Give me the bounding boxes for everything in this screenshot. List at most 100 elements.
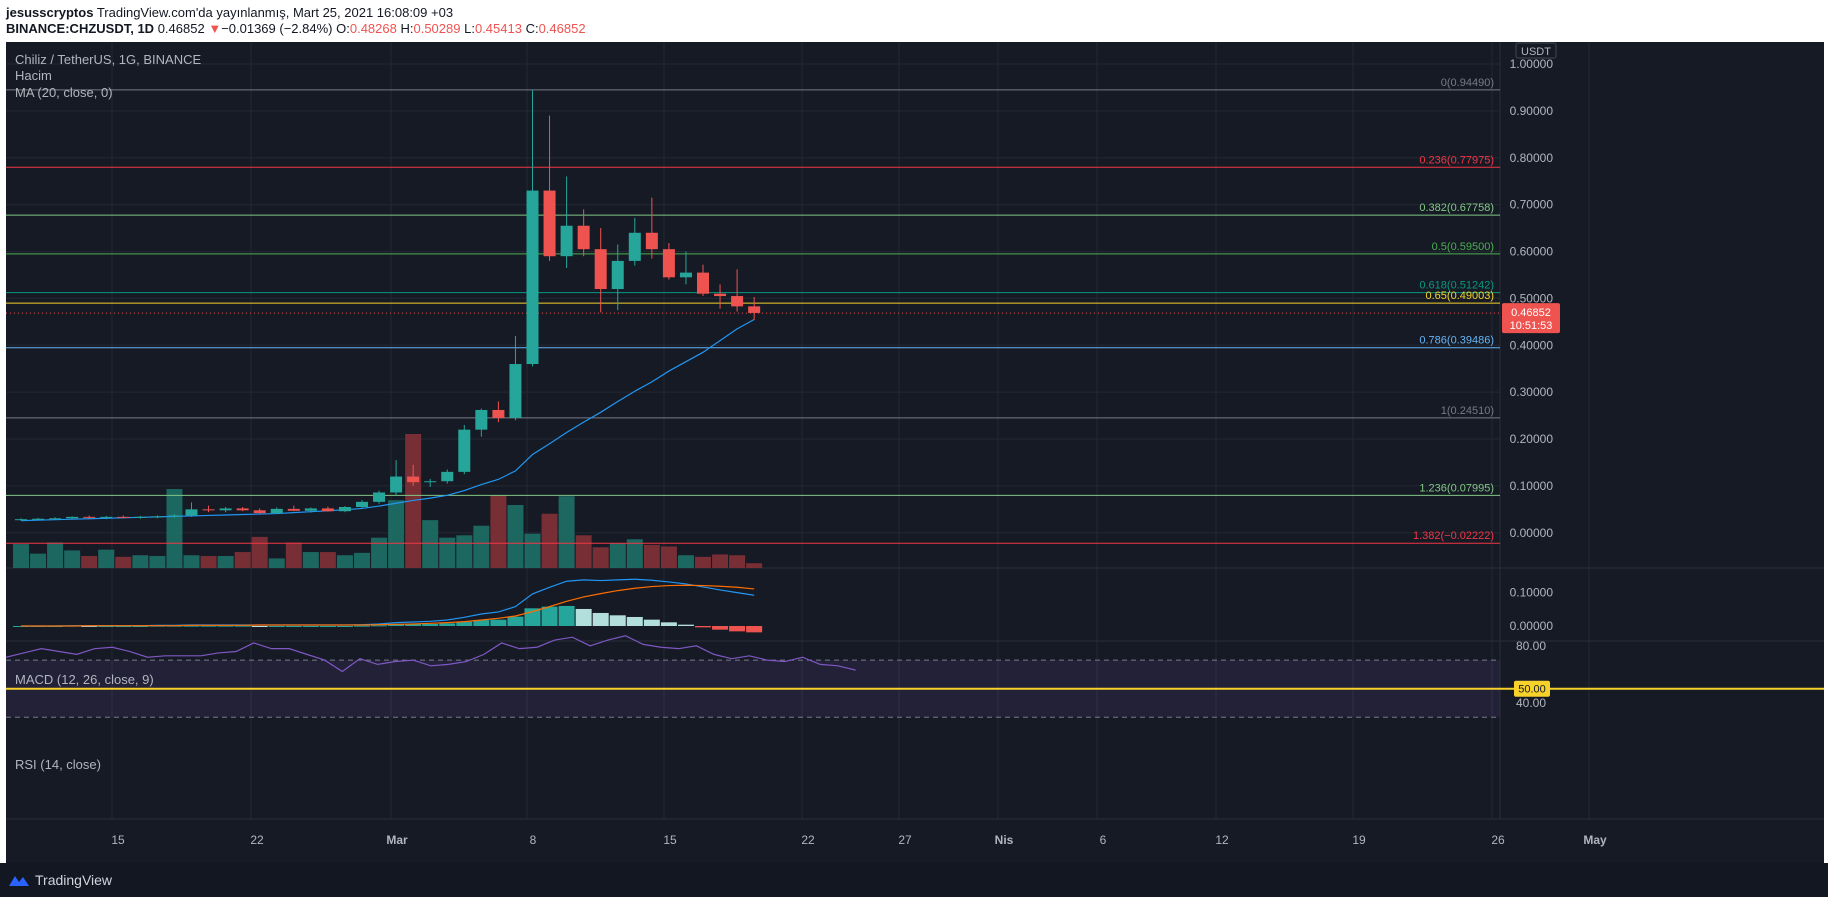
time-axis-label: 22 xyxy=(250,833,264,847)
candle-body xyxy=(321,508,334,512)
volume-bar xyxy=(660,546,677,568)
volume-bar xyxy=(712,554,729,568)
close-label: C: xyxy=(525,21,539,36)
macd-histogram-bar xyxy=(81,626,98,627)
time-axis-label: Nis xyxy=(995,833,1014,847)
publish-info: jesusscryptos TradingView.com'da yayınla… xyxy=(6,5,453,20)
volume-bar xyxy=(217,556,234,568)
macd-histogram-bar xyxy=(200,625,217,627)
volume-legend[interactable]: Hacim xyxy=(15,68,52,83)
ma-legend[interactable]: MA (20, close, 0) xyxy=(15,85,113,100)
volume-bar xyxy=(609,543,626,568)
candle-body xyxy=(49,518,62,520)
candle-body xyxy=(270,508,283,514)
candle-body xyxy=(134,516,147,518)
price-tick-label: 0.60000 xyxy=(1510,245,1554,259)
high-value: 0.50289 xyxy=(413,21,461,36)
fib-level-label: 0.65(0.49003) xyxy=(1426,290,1495,302)
candle-body xyxy=(662,249,675,278)
volume-bar xyxy=(439,537,456,568)
volume-bar xyxy=(507,504,524,568)
macd-histogram-bar xyxy=(132,626,149,627)
candle-body xyxy=(441,471,454,482)
volume-bar xyxy=(371,537,388,568)
macd-histogram-bar xyxy=(746,626,763,633)
macd-signal-line xyxy=(21,584,755,627)
time-axis-label: 8 xyxy=(530,833,537,847)
time-axis-label: 12 xyxy=(1215,833,1229,847)
volume-bar xyxy=(677,555,694,568)
price-tick-label: 0.10000 xyxy=(1510,479,1554,493)
volume-bar xyxy=(47,542,64,568)
macd-histogram-bar xyxy=(422,623,439,626)
candle-body xyxy=(117,516,130,518)
candle-body xyxy=(697,272,709,294)
last-price: 0.46852 xyxy=(157,21,205,36)
candle-body xyxy=(543,190,556,257)
price-tick-label: 0.00000 xyxy=(1510,526,1554,540)
candle-body xyxy=(390,476,403,493)
time-axis-label: 22 xyxy=(801,833,815,847)
rsi-legend[interactable]: RSI (14, close) xyxy=(15,757,101,772)
candle-body xyxy=(253,510,266,514)
time-axis-label: 15 xyxy=(663,833,677,847)
candle-body xyxy=(492,409,505,418)
volume-bar xyxy=(30,553,47,568)
low-label: L: xyxy=(464,21,475,36)
candle-body xyxy=(236,508,249,511)
fib-level-label: 0.5(0.59500) xyxy=(1432,241,1494,253)
macd-histogram-bar xyxy=(507,616,524,626)
price-tick-label: 1.00000 xyxy=(1510,57,1554,71)
candle-body xyxy=(32,518,45,520)
fib-level-label: 1.236(0.07995) xyxy=(1419,482,1494,494)
candle-body xyxy=(100,516,113,518)
bar-countdown: 10:51:53 xyxy=(1510,320,1553,332)
macd-histogram-bar xyxy=(268,626,285,627)
macd-histogram-bar xyxy=(285,626,302,627)
macd-histogram-bar xyxy=(609,615,626,626)
macd-tick-label: 0.00000 xyxy=(1510,619,1554,633)
publish-header: jesusscryptos TradingView.com'da yayınla… xyxy=(0,0,1828,40)
fib-level-label: 1.382(−0.02222) xyxy=(1413,530,1494,542)
volume-bar xyxy=(336,555,353,568)
volume-bar xyxy=(115,556,132,568)
candle-body xyxy=(185,509,198,516)
volume-bar xyxy=(746,563,763,568)
volume-bar xyxy=(524,533,541,568)
volume-bar xyxy=(319,552,336,568)
macd-histogram-bar xyxy=(234,625,251,627)
volume-bar xyxy=(456,535,473,568)
time-axis-label: Mar xyxy=(386,833,408,847)
volume-bar xyxy=(149,556,166,568)
volume-bar xyxy=(626,539,643,568)
candle-body xyxy=(407,476,420,483)
candle-body xyxy=(714,293,727,297)
price-tick-label: 0.50000 xyxy=(1510,291,1554,305)
author-name[interactable]: jesusscryptos xyxy=(6,5,94,20)
candle-body xyxy=(304,508,317,511)
volume-bar xyxy=(388,500,405,568)
candle-body xyxy=(219,508,232,511)
volume-bar xyxy=(354,552,370,568)
chart-area[interactable]: 0(0.94490) 0.236(0.77975) 0.382(0.67758) 0.… xyxy=(6,42,1824,863)
macd-histogram-bar xyxy=(643,619,660,626)
candle-body xyxy=(458,429,471,472)
macd-histogram-bar xyxy=(660,622,677,626)
macd-histogram-bar xyxy=(490,619,507,626)
series-legend[interactable]: Chiliz / TetherUS, 1G, BINANCE xyxy=(15,52,202,67)
volume-bar xyxy=(592,547,609,568)
macd-legend[interactable]: MACD (12, 26, close, 9) xyxy=(15,672,154,687)
candle-body xyxy=(731,296,744,307)
volume-bar xyxy=(183,555,200,568)
rsi-mid-badge xyxy=(1514,680,1550,697)
volume-bar xyxy=(13,544,29,568)
candle-body xyxy=(475,409,488,430)
volume-bar xyxy=(490,495,507,568)
candle-body xyxy=(424,481,437,483)
candle-body xyxy=(560,225,573,257)
macd-histogram-bar xyxy=(217,625,234,627)
tradingview-logo[interactable]: TradingView xyxy=(8,872,112,888)
chart-canvas[interactable]: 0(0.94490) 0.236(0.77975) 0.382(0.67758) 0.… xyxy=(6,42,1824,863)
footer-bar: TradingView xyxy=(0,863,1828,897)
candle-body xyxy=(151,516,164,518)
